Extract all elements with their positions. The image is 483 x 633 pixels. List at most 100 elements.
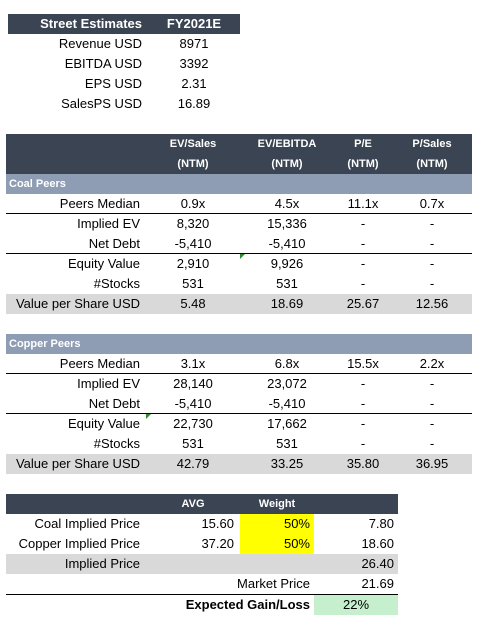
cell: - (360, 276, 366, 291)
copper-row-equity-value: Equity Value 22,730 17,662 - - (6, 413, 472, 434)
cell: 5.48 (180, 296, 206, 311)
row-label: Revenue USD (58, 36, 142, 51)
value-cell: 7.80 (368, 516, 394, 531)
row-label: Market Price (237, 576, 310, 591)
coal-row-peers-median: Peers Median 0.9x 4.5x 11.1x 0.7x (6, 194, 472, 214)
avg-cell: 37.20 (201, 536, 234, 551)
summary-row-implied-price: Implied Price 26.40 (6, 554, 398, 574)
cell: 8,320 (176, 216, 210, 231)
coal-row-value-per-share: Value per Share USD 5.48 18.69 25.67 12.… (6, 294, 472, 314)
row-label: EPS USD (84, 76, 142, 91)
cell: - (360, 436, 366, 451)
cell: - (429, 416, 435, 431)
summary-row-coal: Coal Implied Price 15.60 50% 7.80 (6, 514, 398, 534)
row-label: #Stocks (93, 276, 140, 291)
cell: 23,072 (267, 376, 307, 391)
value-cell: 18.60 (361, 536, 394, 551)
col-ntm: (NTM) (416, 158, 448, 170)
row-label: Peers Median (59, 196, 140, 211)
row-label: Equity Value (67, 416, 140, 431)
comment-marker-icon (240, 254, 245, 259)
row-label: EBITDA USD (64, 56, 142, 71)
cell: - (360, 376, 366, 391)
summary-table: AVG Weight Coal Implied Price 15.60 50% … (6, 494, 398, 616)
multiples-header-bg (6, 134, 472, 174)
summary-row-copper: Copper Implied Price 37.20 50% 18.60 (6, 534, 398, 554)
row-value: 2.31 (181, 76, 207, 91)
cell: 3.1x (180, 356, 206, 371)
cell: 25.67 (346, 296, 380, 311)
row-label: Peers Median (59, 356, 140, 371)
cell: 9,926 (270, 256, 304, 271)
weight-header: Weight (258, 498, 296, 510)
summary-row-market-price: Market Price 21.69 (6, 574, 398, 594)
row-value: 3392 (179, 56, 209, 71)
cell: 531 (276, 436, 298, 451)
cell: 531 (182, 436, 204, 451)
cell: 2,910 (176, 256, 210, 271)
row-label: Equity Value (67, 256, 140, 271)
cell: 33.25 (270, 456, 304, 471)
row-label: Net Debt (88, 396, 140, 411)
summary-row-expected-gain: Expected Gain/Loss 22% (6, 594, 398, 615)
cell: 0.9x (180, 196, 206, 211)
cell: 18.69 (270, 296, 304, 311)
cell: 0.7x (419, 196, 445, 211)
copper-row-peers-median: Peers Median 3.1x 6.8x 15.5x 2.2x (6, 354, 472, 374)
copper-peers-section: Copper Peers Peers Median 3.1x 6.8x 15.5… (6, 334, 472, 474)
cell: 4.5x (274, 196, 300, 211)
coal-row-implied-ev: Implied EV 8,320 15,336 - - (6, 214, 472, 234)
col-ntm: (NTM) (347, 158, 379, 170)
copper-row-stocks: #Stocks 531 531 - - (6, 434, 472, 454)
row-value: 8971 (179, 36, 209, 51)
copper-row-net-debt: Net Debt -5,410 -5,410 - - (6, 394, 472, 414)
street-row-eps: EPS USD 2.31 (8, 74, 240, 94)
row-value: 16.89 (177, 96, 211, 111)
coal-peers-title: Coal Peers (9, 178, 66, 190)
cell: 42.79 (176, 456, 210, 471)
cell: - (360, 236, 366, 251)
cell: - (429, 236, 435, 251)
avg-cell: 15.60 (201, 516, 234, 531)
cell: 531 (276, 276, 298, 291)
cell: -5,410 (174, 236, 212, 251)
cell: - (360, 256, 366, 271)
row-label: Value per Share USD (15, 456, 140, 471)
coal-row-stocks: #Stocks 531 531 - - (6, 274, 472, 294)
row-label: Implied EV (77, 216, 140, 231)
weight-cell: 50% (240, 534, 314, 554)
cell: - (360, 396, 366, 411)
cell: 2.2x (419, 356, 445, 371)
cell: -5,410 (268, 236, 306, 251)
cell: - (429, 256, 435, 271)
cell: 11.1x (347, 196, 379, 211)
cell: - (429, 396, 435, 411)
row-label: Implied EV (77, 376, 140, 391)
col-ntm: (NTM) (177, 158, 209, 170)
col-pe: P/E (354, 138, 372, 150)
row-label: Coal Implied Price (34, 516, 141, 531)
cell: -5,410 (268, 396, 306, 411)
street-row-salesps: SalesPS USD 16.89 (8, 94, 240, 114)
col-ntm: (NTM) (271, 158, 303, 170)
coal-peers-title-row: Coal Peers (6, 174, 472, 194)
coal-peers-section: Coal Peers Peers Median 0.9x 4.5x 11.1x … (6, 174, 472, 314)
cell: 15.5x (347, 356, 379, 371)
cell: 28,140 (173, 376, 213, 391)
row-label: Expected Gain/Loss (185, 597, 310, 612)
cell: 531 (182, 276, 204, 291)
cell: 6.8x (274, 356, 300, 371)
copper-row-value-per-share: Value per Share USD 42.79 33.25 35.80 36… (6, 454, 472, 474)
cell: 17,662 (267, 416, 307, 431)
copper-peers-title-row: Copper Peers (6, 334, 472, 354)
gain-cell: 22% (314, 595, 398, 615)
row-label: Implied Price (64, 556, 140, 571)
cell: 22,730 (173, 416, 213, 431)
multiples-header-line1: EV/Sales EV/EBITDA P/E P/Sales (6, 134, 472, 154)
weight-cell: 50% (240, 514, 314, 534)
coal-row-equity-value: Equity Value 2,910 9,926 - - (6, 253, 472, 274)
fiscal-year-header: FY2021E (166, 16, 222, 31)
cell: -5,410 (174, 396, 212, 411)
cell: - (360, 216, 366, 231)
row-label: Value per Share USD (15, 296, 140, 311)
